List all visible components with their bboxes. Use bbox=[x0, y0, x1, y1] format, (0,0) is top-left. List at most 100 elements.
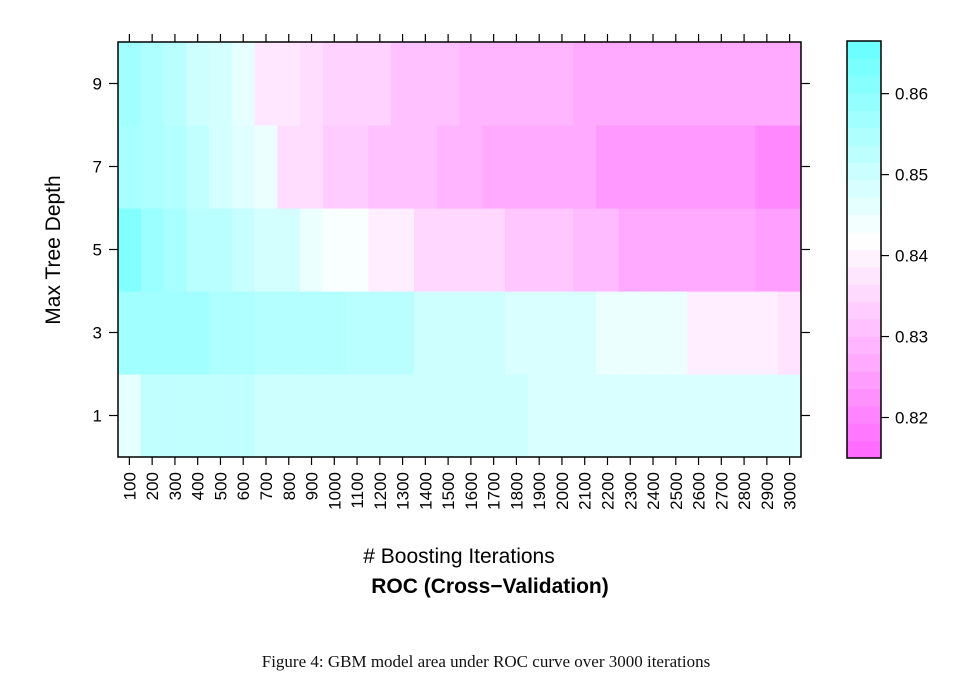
heatmap-cell bbox=[709, 374, 734, 458]
heatmap-cell bbox=[231, 374, 256, 458]
heatmap-cell bbox=[664, 208, 688, 292]
colorbar-step bbox=[847, 162, 881, 181]
heatmap-cell bbox=[345, 208, 370, 292]
colorbar-step bbox=[847, 301, 881, 320]
heatmap-cell bbox=[641, 125, 665, 209]
heatmap-cell bbox=[413, 42, 438, 126]
colorbar-tick-label: 0.83 bbox=[895, 328, 928, 347]
y-tick-label: 7 bbox=[93, 158, 102, 177]
heatmap-cell bbox=[687, 208, 711, 292]
heatmap-cell bbox=[436, 208, 461, 292]
colorbar-tick-label: 0.86 bbox=[895, 85, 928, 104]
heatmap-cell bbox=[755, 125, 779, 209]
heatmap-cell bbox=[322, 291, 347, 375]
colorbar-tick-label: 0.84 bbox=[895, 247, 928, 266]
heatmap-cell bbox=[709, 208, 734, 292]
heatmap-cell bbox=[482, 374, 506, 458]
colorbar-step bbox=[847, 249, 881, 268]
heatmap-cell bbox=[778, 374, 802, 458]
x-tick-label: 1500 bbox=[439, 472, 458, 510]
heatmap-cell bbox=[391, 291, 415, 375]
heatmap-cell bbox=[664, 291, 688, 375]
heatmap-cell bbox=[618, 208, 643, 292]
heatmap-cell bbox=[755, 42, 779, 126]
heatmap-cell bbox=[231, 125, 256, 209]
heatmap-cell bbox=[459, 208, 483, 292]
heatmap-cell bbox=[436, 125, 461, 209]
heatmap-cell bbox=[186, 42, 210, 126]
heatmap-cell bbox=[482, 291, 506, 375]
x-tick-label: 2800 bbox=[735, 472, 754, 510]
heatmap-cell bbox=[527, 42, 552, 126]
heatmap-cell bbox=[254, 208, 278, 292]
colorbar: 0.82 0.83 0.84 0.85 0.86 bbox=[846, 40, 928, 459]
heatmap-cell bbox=[778, 208, 802, 292]
heatmap-cell bbox=[163, 125, 187, 209]
heatmap-cell bbox=[322, 42, 347, 126]
heatmap-cell bbox=[209, 208, 233, 292]
x-tick-label: 1300 bbox=[394, 472, 413, 510]
heatmap-cell bbox=[277, 42, 301, 126]
heatmap-cell bbox=[209, 42, 233, 126]
heatmap-cell bbox=[118, 125, 142, 209]
heatmap-cell bbox=[186, 374, 210, 458]
x-tick-label: 2400 bbox=[644, 472, 663, 510]
heatmap-cell bbox=[413, 291, 438, 375]
heatmap-cell bbox=[413, 374, 438, 458]
heatmap-cell bbox=[254, 374, 278, 458]
x-axis-label: # Boosting Iterations bbox=[363, 545, 554, 568]
heatmap-cell bbox=[778, 291, 802, 375]
heatmap-cell bbox=[596, 125, 620, 209]
heatmap-cell bbox=[732, 291, 757, 375]
heatmap-cell bbox=[505, 374, 529, 458]
heatmap-cell bbox=[209, 374, 233, 458]
x-tick-label: 2300 bbox=[621, 472, 640, 510]
heatmap-cell bbox=[618, 291, 643, 375]
heatmap-cell bbox=[163, 374, 187, 458]
heatmap-cell bbox=[186, 291, 210, 375]
colorbar-step bbox=[847, 110, 881, 129]
heatmap-cell bbox=[709, 125, 734, 209]
x-tick-label: 1100 bbox=[348, 472, 367, 509]
heatmap-cell bbox=[345, 291, 370, 375]
heatmap-cell bbox=[209, 125, 233, 209]
heatmap-cell bbox=[163, 208, 187, 292]
figure-caption: Figure 4: GBM model area under ROC curve… bbox=[261, 652, 711, 671]
x-tick-label: 1900 bbox=[530, 472, 549, 510]
heatmap-cell bbox=[505, 291, 529, 375]
heatmap-cell bbox=[505, 42, 529, 126]
y-axis: 1 3 5 7 9 bbox=[93, 75, 810, 426]
heatmap-cell bbox=[482, 125, 506, 209]
heatmap-cell bbox=[459, 42, 483, 126]
heatmap-cell bbox=[345, 374, 370, 458]
heatmap-cell bbox=[277, 125, 301, 209]
heatmap-cell bbox=[391, 374, 415, 458]
heatmap-cell bbox=[527, 208, 552, 292]
heatmap-cell bbox=[482, 42, 506, 126]
heatmap-cell bbox=[368, 374, 392, 458]
heatmap-cell bbox=[550, 291, 574, 375]
heatmap-cell bbox=[391, 42, 415, 126]
heatmap-cell bbox=[596, 42, 620, 126]
y-tick-label: 5 bbox=[93, 241, 102, 260]
heatmap-cell bbox=[231, 208, 256, 292]
heatmap-cell bbox=[778, 42, 802, 126]
x-tick-label: 3000 bbox=[781, 472, 800, 510]
heatmap-cell bbox=[186, 208, 210, 292]
heatmap-cell bbox=[641, 208, 665, 292]
x-tick-label: 2600 bbox=[690, 472, 709, 510]
heatmap-cell bbox=[709, 291, 734, 375]
y-tick-label: 9 bbox=[93, 75, 102, 94]
colorbar-step bbox=[847, 388, 881, 407]
heatmap-cell bbox=[732, 208, 757, 292]
heatmap-cell bbox=[368, 125, 392, 209]
heatmap-cell bbox=[345, 125, 370, 209]
heatmap-cell bbox=[550, 125, 574, 209]
colorbar-step bbox=[847, 336, 881, 355]
heatmap-cell bbox=[596, 374, 620, 458]
heatmap-cell bbox=[300, 208, 324, 292]
colorbar-step bbox=[847, 41, 881, 59]
heatmap-cell bbox=[391, 125, 415, 209]
heatmap-cell bbox=[413, 125, 438, 209]
heatmap-cell bbox=[140, 125, 165, 209]
